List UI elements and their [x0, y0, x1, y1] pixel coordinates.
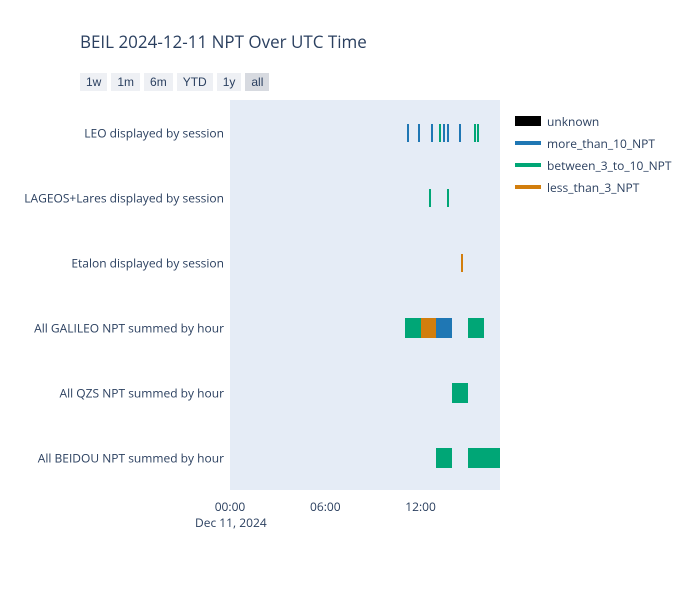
y-tick-label: Etalon displayed by session: [24, 254, 224, 271]
session-tick: [429, 189, 431, 207]
y-tick-label: LAGEOS+Lares displayed by session: [24, 189, 224, 206]
hour-bar: [452, 383, 468, 403]
session-tick: [418, 124, 420, 142]
session-tick: [439, 124, 441, 142]
y-tick-label: All BEIDOU NPT summed by hour: [24, 449, 224, 466]
x-tick-label: 00:00: [200, 498, 260, 515]
y-tick-label: All GALILEO NPT summed by hour: [24, 319, 224, 336]
legend-label: less_than_3_NPT: [547, 179, 639, 196]
session-tick: [459, 124, 461, 142]
range-1m-button[interactable]: 1m: [111, 73, 140, 91]
session-tick: [443, 124, 445, 142]
session-tick: [407, 124, 409, 142]
legend-swatch: [515, 163, 541, 167]
plot-area: [230, 100, 500, 490]
legend-label: unknown: [547, 113, 599, 130]
hour-bar: [436, 448, 452, 468]
legend: unknown more_than_10_NPT between_3_to_10_N…: [515, 110, 671, 198]
chart-root: BEIL 2024-12-11 NPT Over UTC Time 1w1m6m…: [0, 0, 700, 600]
legend-swatch: [515, 141, 541, 145]
session-tick: [477, 124, 479, 142]
y-tick-label: LEO displayed by session: [24, 124, 224, 141]
legend-label: between_3_to_10_NPT: [547, 157, 671, 174]
range-all-button[interactable]: all: [245, 73, 269, 91]
legend-item[interactable]: between_3_to_10_NPT: [515, 154, 671, 176]
range-1y-button[interactable]: 1y: [217, 73, 242, 91]
range-6m-button[interactable]: 6m: [144, 73, 173, 91]
session-tick: [447, 124, 449, 142]
range-selector: 1w1m6mYTD1yall: [80, 73, 269, 91]
session-tick: [474, 124, 476, 142]
hour-bar: [421, 318, 437, 338]
hour-bar: [484, 448, 500, 468]
session-tick: [461, 254, 463, 272]
legend-item[interactable]: more_than_10_NPT: [515, 132, 671, 154]
legend-item[interactable]: less_than_3_NPT: [515, 176, 671, 198]
session-tick: [447, 189, 449, 207]
y-tick-label: All QZS NPT summed by hour: [24, 384, 224, 401]
hour-bar: [468, 448, 484, 468]
session-tick: [431, 124, 433, 142]
hour-bar: [468, 318, 484, 338]
range-1w-button[interactable]: 1w: [80, 73, 107, 91]
legend-swatch: [515, 185, 541, 189]
x-tick-label: 06:00: [295, 498, 355, 515]
x-date-label: Dec 11, 2024: [195, 514, 267, 531]
legend-swatch: [515, 116, 541, 126]
legend-item[interactable]: unknown: [515, 110, 671, 132]
hour-bar: [436, 318, 452, 338]
range-YTD-button[interactable]: YTD: [177, 73, 213, 91]
x-tick-label: 12:00: [391, 498, 451, 515]
hour-bar: [405, 318, 421, 338]
chart-title: BEIL 2024-12-11 NPT Over UTC Time: [80, 30, 367, 53]
legend-label: more_than_10_NPT: [547, 135, 655, 152]
